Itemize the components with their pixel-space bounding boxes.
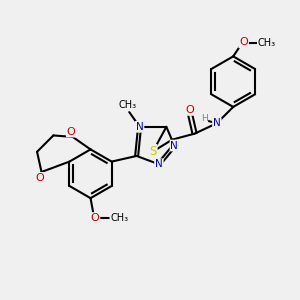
- Text: N: N: [155, 159, 163, 169]
- Text: H: H: [201, 114, 208, 123]
- Text: O: O: [186, 105, 194, 115]
- Text: CH₃: CH₃: [258, 38, 276, 48]
- Text: CH₃: CH₃: [110, 213, 128, 223]
- Text: N: N: [136, 122, 143, 132]
- Text: CH₃: CH₃: [118, 100, 137, 110]
- Text: O: O: [91, 213, 99, 223]
- Text: O: O: [239, 38, 248, 47]
- Text: S: S: [149, 145, 157, 158]
- Text: O: O: [67, 127, 76, 136]
- Text: O: O: [36, 173, 44, 183]
- Text: N: N: [170, 140, 178, 151]
- Text: N: N: [213, 118, 221, 128]
